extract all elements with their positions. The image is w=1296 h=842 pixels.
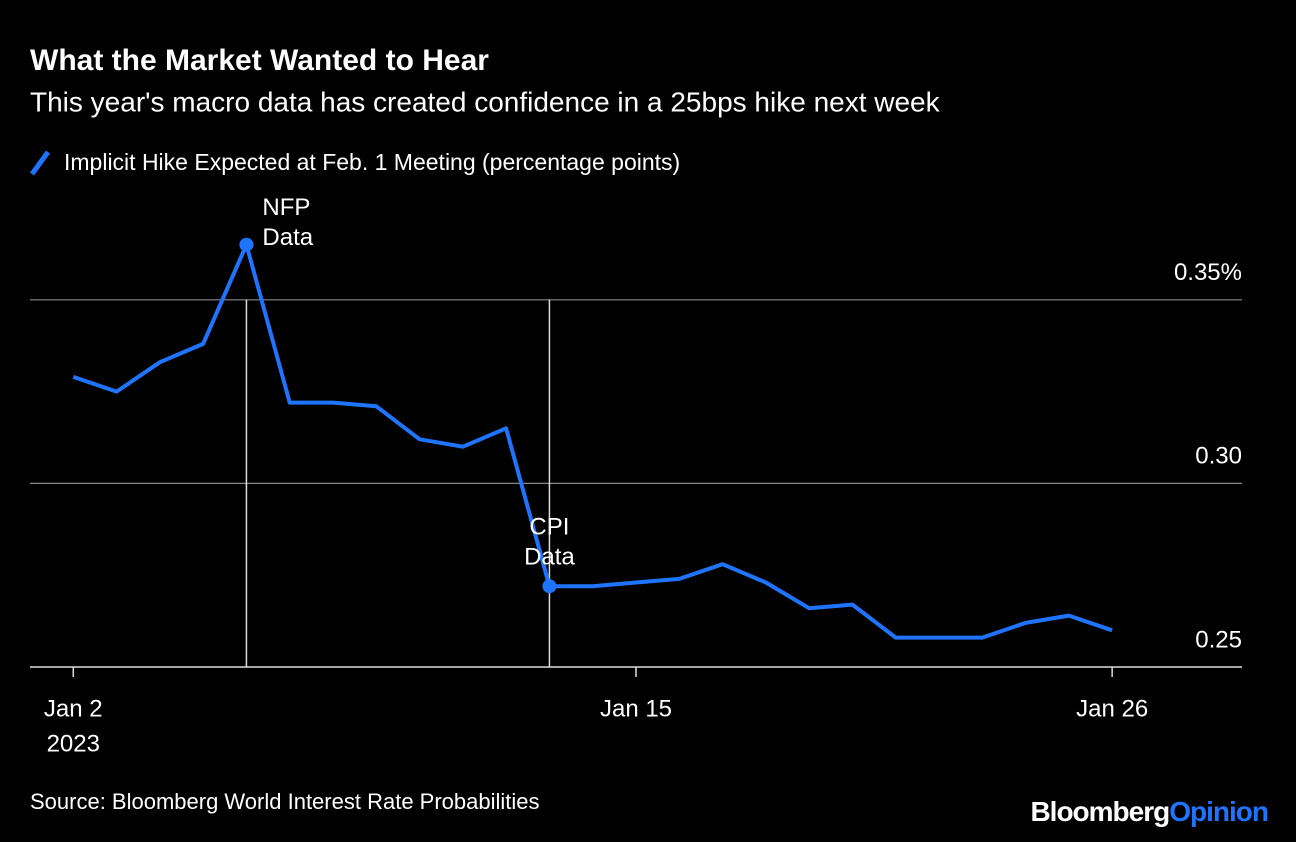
legend-label: Implicit Hike Expected at Feb. 1 Meeting… [64,149,680,175]
annotation-dot [239,237,254,252]
legend-swatch [29,150,51,176]
annotation-text: CPI [529,514,569,541]
brand-section: Opinion [1169,796,1268,827]
x-tick-label: Jan 15 [600,695,672,722]
annotation-text: Data [524,544,575,571]
annotation-text: NFP [262,194,310,221]
x-year-label: 2023 [47,730,100,757]
brand-logo: BloombergOpinion [1030,796,1268,827]
annotation-dot [542,579,557,594]
brand-name: Bloomberg [1030,796,1169,827]
x-tick-label: Jan 26 [1076,695,1148,722]
x-tick-label: Jan 2 [44,695,103,722]
y-tick-label: 0.30 [1195,443,1242,470]
source: Source: Bloomberg World Interest Rate Pr… [30,789,540,814]
chart-subtitle: This year's macro data has created confi… [30,86,941,117]
y-tick-label: 0.35% [1174,259,1242,286]
annotation-text: Data [262,224,313,251]
y-tick-label: 0.25 [1195,626,1242,653]
chart-title: What the Market Wanted to Hear [30,44,489,77]
